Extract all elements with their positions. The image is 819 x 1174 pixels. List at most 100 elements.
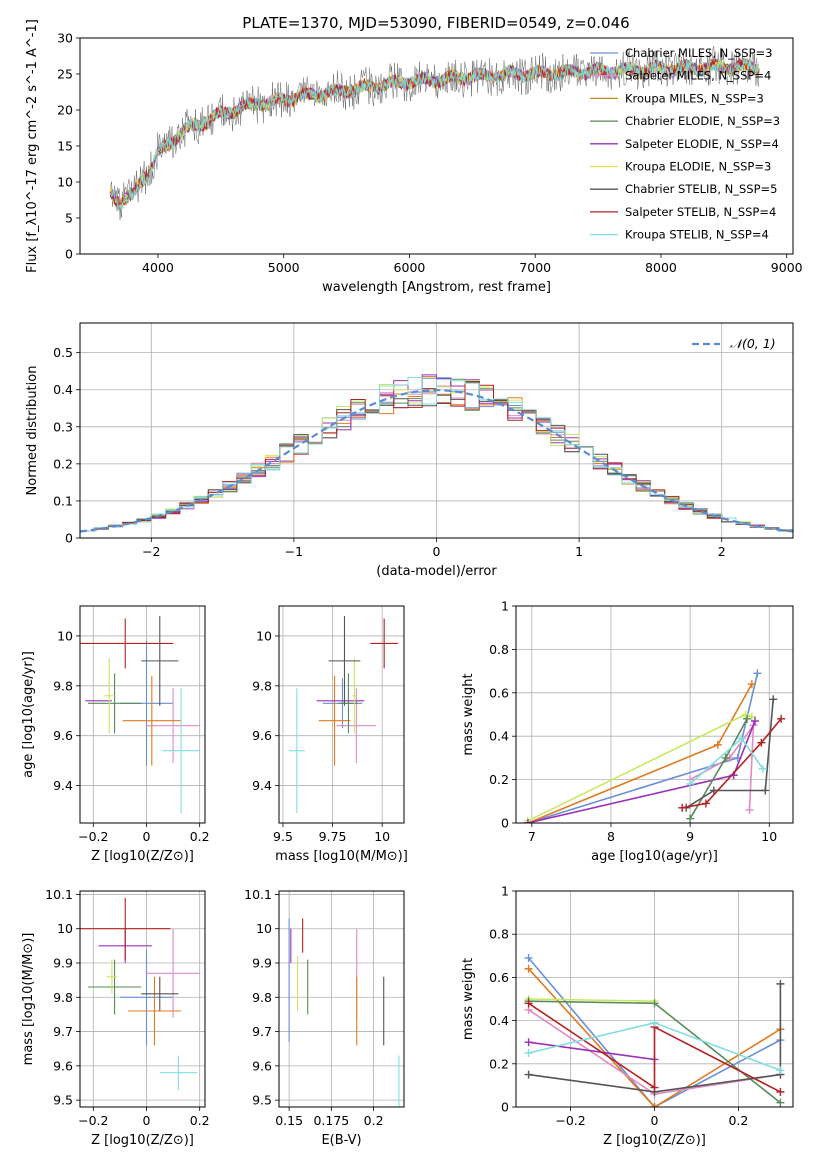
- residuals-plot-area: [80, 374, 793, 533]
- weight-vs-age-xtick-label: 7: [528, 829, 536, 844]
- age-vs-mass-ytick-label: 9.6: [252, 728, 272, 743]
- weight-vs-age-xtick-label: 9: [686, 829, 694, 844]
- gaussian-curve: [80, 388, 793, 533]
- mass-vs-Z-ytick-label: 9.7: [53, 1024, 73, 1039]
- weight-vs-Z-marker: [524, 964, 533, 973]
- weight-vs-age-ytick-label: 1: [501, 599, 509, 614]
- weight-vs-age-marker: [747, 712, 756, 721]
- weight-vs-Z-xlabel: Z [log10(Z/Z⊙)]: [603, 1133, 706, 1148]
- spectrum-ytick-label: 20: [57, 103, 73, 118]
- weight-vs-age-marker: [737, 734, 746, 743]
- age-vs-mass-xtick-label: 9.5: [273, 829, 293, 844]
- weight-vs-age-marker: [745, 805, 754, 814]
- spectrum-plot-area: [109, 46, 760, 220]
- weight-vs-Z-marker: [650, 1083, 659, 1092]
- mass-vs-EBV-ytick-label: 10: [256, 921, 272, 936]
- weight-vs-age-xtick-label: 8: [607, 829, 615, 844]
- residuals-xtick-label: 1: [575, 544, 583, 559]
- weight-vs-age-marker: [777, 714, 786, 723]
- age-vs-Z-frame: [79, 605, 206, 824]
- weight-vs-age-series-0: [527, 673, 759, 823]
- mass-vs-Z-xtick-label: −0.2: [78, 1113, 108, 1128]
- spectrum-ylabel: Flux [f_λ10^-17 erg cm^-2 s^-1 A^-1]: [25, 19, 40, 273]
- spectrum-xtick-label: 4000: [142, 260, 174, 275]
- spectrum-xtick-label: 7000: [519, 260, 551, 275]
- age-vs-mass-xtick-label: 10: [374, 829, 390, 844]
- age-vs-Z-ytick-label: 10: [57, 628, 73, 643]
- weight-vs-age-plot-area: [523, 669, 786, 823]
- mass-vs-Z-frame: [79, 890, 206, 1108]
- weight-vs-age-marker: [753, 669, 762, 678]
- weight-vs-age-marker: [743, 714, 752, 723]
- mass-vs-Z-ytick-label: 9.6: [53, 1058, 73, 1073]
- mass-vs-Z-xtick-label: 0.2: [190, 1113, 210, 1128]
- mass-vs-Z-ytick-label: 9.8: [53, 990, 73, 1005]
- weight-vs-age-marker: [678, 803, 687, 812]
- spectrum-xtick-label: 9000: [771, 260, 803, 275]
- weight-vs-Z-series-0: [527, 957, 781, 1107]
- weight-vs-age-panel: 7 8 9 10 0 0.2 0.4 0.6 0.8 1 age [log10(age/yr)] ma…: [461, 599, 794, 864]
- spectrum-series-6: [109, 46, 760, 220]
- weight-vs-Z-ytick-label: 0.8: [489, 927, 509, 942]
- weight-vs-Z-series-2: [528, 998, 655, 1002]
- weight-vs-Z-marker: [524, 1049, 533, 1057]
- weight-vs-age-ytick-label: 0.4: [489, 729, 509, 744]
- mass-vs-Z-panel: −0.2 0 0.2 9.5 9.6 9.7 9.8 9.9 10 10.1 Z [log10(Z/…: [21, 887, 210, 1148]
- weight-vs-age-ytick-label: 0.2: [489, 772, 509, 787]
- weight-vs-Z-series-6: [528, 983, 782, 1093]
- weight-vs-Z-panel: −0.2 0 0.2 0 0.2 0.4 0.6 0.8 1 Z [log10(Z/Z⊙)] mas…: [461, 884, 794, 1148]
- spectrum-xlabel: wavelength [Angstrom, rest frame]: [322, 280, 551, 295]
- spectrum-ytick-label: 25: [57, 67, 73, 82]
- age-vs-Z-plot-area: [80, 615, 200, 814]
- spectrum-legend-label: Kroupa STELIB, N_SSP=4: [625, 228, 769, 242]
- age-vs-Z-xlabel: Z [log10(Z/Z⊙)]: [91, 849, 194, 864]
- mass-vs-Z-ytick-label: 9.5: [53, 1093, 73, 1108]
- spectrum-legend-label: Salpeter MILES, N_SSP=4: [625, 69, 771, 83]
- age-vs-Z-xtick-label: −0.2: [78, 829, 108, 844]
- age-vs-Z-xtick-label: 0: [143, 829, 151, 844]
- weight-vs-Z-xtick-label: 0: [651, 1113, 659, 1128]
- mass-vs-EBV-xlabel: E(B-V): [321, 1133, 361, 1148]
- mass-vs-EBV-xtick-label: 0.175: [313, 1113, 349, 1128]
- mass-vs-Z-ylabel: mass [log10(M/M⊙)]: [21, 933, 36, 1066]
- residuals-xlabel: (data-model)/error: [376, 564, 497, 579]
- age-vs-mass-ytick-label: 10: [256, 628, 272, 643]
- mass-vs-Z-xlabel: Z [log10(Z/Z⊙)]: [91, 1133, 194, 1148]
- weight-vs-Z-ytick-label: 0.2: [489, 1056, 509, 1071]
- weight-vs-age-frame: [515, 605, 794, 824]
- weight-vs-Z-marker: [524, 1038, 533, 1047]
- weight-vs-age-marker: [769, 695, 778, 704]
- residuals-ylabel: Normed distribution: [25, 366, 40, 496]
- weight-vs-Z-marker: [776, 1098, 785, 1107]
- residuals-xtick-label: −1: [285, 544, 303, 559]
- age-vs-Z-ytick-label: 9.4: [53, 778, 73, 793]
- mass-vs-Z-plot-area: [80, 897, 200, 1090]
- spectrum-legend-label: Kroupa ELODIE, N_SSP=3: [625, 160, 771, 174]
- mass-vs-EBV-ytick-label: 10.1: [244, 887, 272, 902]
- mass-vs-EBV-panel: 0.15 0.175 0.2 9.5 9.6 9.7 9.8 9.9 10 10.1 E(B-V): [244, 887, 405, 1148]
- weight-vs-age-marker: [747, 680, 756, 689]
- spectrum-series-8: [109, 58, 760, 211]
- age-vs-Z-ytick-label: 9.8: [53, 678, 73, 693]
- spectrum-legend: Chabrier MILES, N_SSP=3 Salpeter MILES, N…: [590, 46, 780, 242]
- age-vs-Z-xtick-label: 0.2: [190, 829, 210, 844]
- weight-vs-age-series-2: [527, 713, 753, 822]
- residuals-xtick-label: 2: [718, 544, 726, 559]
- spectrum-xtick-label: 6000: [394, 260, 426, 275]
- weight-vs-age-marker: [713, 740, 722, 749]
- spectrum-legend-label: Chabrier ELODIE, N_SSP=3: [625, 114, 780, 128]
- weight-vs-age-ylabel: mass weight: [461, 673, 476, 755]
- spectrum-legend-label: Kroupa MILES, N_SSP=3: [625, 91, 764, 105]
- weight-vs-age-xlabel: age [log10(age/yr)]: [591, 849, 718, 864]
- weight-vs-Z-series-7: [528, 1002, 781, 1093]
- spectrum-ytick-label: 10: [57, 175, 73, 190]
- residuals-panel: −2 −1 0 1 2 0 0.1 0.2 0.3 0.4 0.5 (data-model)/erro…: [25, 322, 794, 579]
- weight-vs-Z-ytick-label: 1: [501, 884, 509, 899]
- age-vs-Z-ylabel: age [log10(age/yr)]: [21, 651, 36, 778]
- weight-vs-Z-plot-area: [524, 953, 785, 1107]
- residual-histogram-4: [80, 374, 793, 532]
- age-vs-mass-plot-area: [288, 615, 399, 814]
- weight-vs-age-ytick-label: 0: [501, 816, 509, 831]
- spectrum-xtick-label: 5000: [268, 260, 300, 275]
